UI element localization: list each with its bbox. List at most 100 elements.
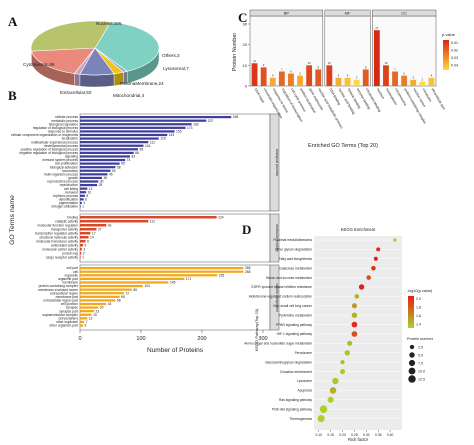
panel-letter-c: C — [238, 10, 248, 25]
go-bar-0-15 — [80, 169, 111, 172]
go-tick-label-1-10: cargo receptor activity — [46, 255, 79, 259]
d-y-tick-label-1: Other glycan degradation — [275, 248, 312, 252]
d-color-legend-tick-2: 1.6 — [416, 314, 421, 318]
c-bar-value-8: 10 — [328, 61, 331, 65]
go-tick-label-2-6: membrane-enclosed lumen — [38, 288, 78, 292]
d-x-tick-label-0: 0.10 — [315, 433, 322, 437]
d-y-tick-label-5: EGFR tyrosine kinase inhibitor resistanc… — [252, 285, 313, 289]
d-y-axis-title: KEGG Pathway(Top 20) — [254, 308, 259, 351]
go-bar-2-0 — [80, 267, 244, 270]
c-bar-value-5: 5 — [299, 71, 301, 75]
go-x-tick-label-0: 0 — [78, 336, 81, 342]
c-facet-label-2: CC — [401, 10, 407, 15]
go-value-label-0-16: 45 — [109, 172, 113, 176]
go-tick-label-0-0: cellular process — [55, 115, 78, 119]
d-point-17 — [327, 396, 334, 403]
pie-slice-5 — [31, 47, 96, 74]
go-value-label-1-5: 14 — [90, 235, 94, 239]
c-bar-value-15: 7 — [394, 67, 396, 71]
panel-letter-d: D — [242, 222, 252, 237]
pie-label-4: Mitochondrial,4 — [113, 93, 145, 98]
go-bar-0-21 — [80, 191, 87, 194]
go-bar-2-3 — [80, 277, 185, 280]
d-y-tick-label-17: Ras signaling pathway — [279, 398, 312, 402]
c-x-tick-label-19: intracellular part — [431, 88, 447, 111]
go-bar-0-6 — [80, 137, 159, 140]
go-tick-label-0-22: rhythmic process — [53, 194, 78, 198]
go-value-label-2-6: 85 — [133, 288, 137, 292]
c-facet-strip-0 — [249, 9, 324, 17]
go-tick-label-0-1: metabolic process — [51, 119, 78, 123]
go-x-tick-label-1: 100 — [136, 336, 145, 342]
go-bar-1-2 — [80, 224, 107, 227]
d-size-legend-label-0: 2.5 — [418, 345, 423, 349]
go-value-label-1-3: 27 — [98, 227, 102, 231]
c-bar-9 — [335, 77, 342, 86]
d-size-legend-label-4: 12.5 — [418, 377, 425, 381]
c-bar-value-18: 2 — [422, 78, 424, 82]
d-x-tick-label-5: 0.35 — [375, 433, 382, 437]
go-bar-0-13 — [80, 162, 120, 165]
d-y-tick-label-2: Fatty acid biosynthesis — [279, 257, 313, 261]
go-tick-label-0-11: signaling — [65, 155, 78, 159]
go-value-label-2-1: 268 — [245, 270, 251, 274]
go-bar-0-25 — [80, 205, 81, 208]
go-bar-0-5 — [80, 133, 168, 137]
d-color-legend-tick-1: 1.8 — [416, 306, 421, 310]
go-bar-0-20 — [80, 187, 88, 190]
go-bar-0-18 — [80, 180, 99, 183]
c-bar-value-0: 11 — [253, 59, 256, 63]
d-y-tick-label-10: HIF-1 signaling pathway — [277, 332, 313, 336]
go-tick-label-0-25: nitrogen utilization — [51, 205, 78, 209]
go-value-label-0-7: 112 — [150, 140, 155, 144]
go-tick-label-0-7: multicellular organismal process — [31, 140, 78, 144]
c-legend-bar — [443, 40, 449, 70]
go-bar-0-8 — [80, 144, 144, 147]
go-value-label-1-1: 112 — [150, 219, 155, 223]
d-y-tick-label-12: Peroxisome — [295, 351, 313, 355]
d-title: KEGG Enrichment — [341, 227, 376, 232]
go-tick-label-0-2: biological regulation — [49, 122, 78, 126]
go-tick-label-1-2: molecular function regulator — [37, 223, 79, 227]
go-bar-0-7 — [80, 141, 149, 144]
go-value-label-0-23: 6 — [85, 197, 87, 201]
c-bar-0 — [251, 63, 258, 86]
d-point-9 — [351, 321, 358, 328]
go-value-label-0-3: 173 — [187, 126, 193, 130]
go-value-label-0-15: 50 — [112, 169, 116, 173]
d-y-tick-label-3: Galactose metabolism — [279, 266, 312, 270]
go-tick-label-0-4: response to stimulus — [48, 130, 79, 134]
go-bar-2-16 — [80, 324, 84, 327]
c-x-tick-label-13: nucleus — [376, 88, 385, 100]
go-bar-0-1 — [80, 119, 207, 122]
c-legend-tick-2: 0.03 — [451, 56, 458, 60]
d-point-2 — [373, 256, 378, 261]
pie-label-0: Nucleus,105 — [96, 21, 122, 26]
c-bar-value-7: 8 — [318, 65, 320, 69]
go-value-label-2-15: 7 — [86, 320, 88, 324]
pie-label-6: Cytoplasmic,86 — [23, 62, 55, 67]
go-bar-1-10 — [80, 256, 81, 259]
go-bar-2-8 — [80, 295, 120, 298]
go-tick-label-2-5: protein-containing complex — [39, 284, 79, 288]
c-bar-value-6: 10 — [308, 61, 311, 65]
go-value-label-1-0: 224 — [218, 215, 224, 219]
go-tick-label-2-12: synapse part — [59, 309, 78, 313]
go-value-label-1-6: 9 — [87, 239, 89, 243]
d-point-8 — [351, 312, 358, 318]
pie-slice-0 — [94, 21, 160, 72]
c-y-tick-label-0: 0 — [245, 84, 248, 89]
c-bar-value-14: 10 — [385, 61, 388, 65]
go-bar-2-6 — [80, 288, 132, 291]
pie-label-2: Lysosomal,7 — [163, 66, 189, 71]
go-value-label-0-8: 104 — [145, 144, 151, 148]
d-point-5 — [358, 284, 365, 290]
c-bar-value-2: 4 — [272, 74, 274, 78]
go-value-label-1-9: 2 — [83, 251, 85, 255]
d-size-legend-dot-3 — [408, 367, 416, 375]
d-point-13 — [340, 360, 345, 365]
d-plot-bg — [314, 236, 402, 430]
d-y-tick-label-8: Pyrimidine metabolism — [279, 313, 312, 317]
d-y-tick-label-14: Circadian entrainment — [280, 370, 312, 374]
d-point-11 — [347, 340, 353, 346]
